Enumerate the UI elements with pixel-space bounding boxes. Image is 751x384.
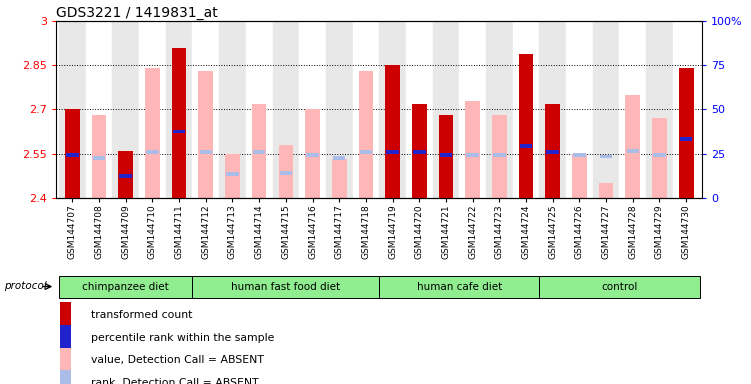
- Bar: [173, 130, 185, 133]
- Bar: [680, 137, 692, 141]
- Bar: [306, 153, 318, 157]
- Bar: [225, 154, 240, 198]
- Text: rank, Detection Call = ABSENT: rank, Detection Call = ABSENT: [91, 378, 258, 384]
- Bar: [439, 115, 454, 198]
- Bar: [466, 153, 479, 157]
- Bar: [59, 302, 71, 328]
- FancyBboxPatch shape: [192, 276, 379, 298]
- Bar: [385, 65, 400, 198]
- Bar: [413, 150, 426, 154]
- FancyBboxPatch shape: [539, 276, 699, 298]
- Bar: [492, 115, 507, 198]
- Bar: [333, 156, 345, 160]
- Bar: [545, 104, 560, 198]
- Bar: [86, 21, 113, 198]
- Bar: [352, 21, 379, 198]
- Bar: [305, 109, 320, 198]
- Bar: [145, 68, 160, 198]
- Bar: [146, 150, 158, 154]
- Bar: [539, 21, 566, 198]
- Bar: [466, 101, 480, 198]
- Bar: [593, 21, 620, 198]
- Text: protocol: protocol: [5, 281, 47, 291]
- Bar: [299, 21, 326, 198]
- FancyBboxPatch shape: [59, 276, 192, 298]
- Text: GDS3221 / 1419831_at: GDS3221 / 1419831_at: [56, 6, 218, 20]
- Bar: [279, 145, 293, 198]
- Bar: [66, 153, 79, 157]
- Bar: [279, 171, 292, 175]
- Bar: [600, 155, 612, 159]
- Bar: [119, 174, 132, 177]
- Bar: [92, 115, 107, 198]
- Bar: [572, 154, 587, 198]
- Text: value, Detection Call = ABSENT: value, Detection Call = ABSENT: [91, 355, 264, 365]
- Bar: [412, 104, 427, 198]
- Bar: [486, 21, 513, 198]
- Bar: [440, 153, 452, 157]
- Bar: [520, 144, 532, 148]
- Bar: [93, 156, 105, 160]
- Bar: [360, 150, 372, 154]
- Bar: [679, 68, 693, 198]
- Text: chimpanzee diet: chimpanzee diet: [83, 281, 169, 291]
- Bar: [379, 21, 406, 198]
- Bar: [166, 21, 192, 198]
- Bar: [519, 53, 533, 198]
- Bar: [192, 21, 219, 198]
- Bar: [252, 104, 267, 198]
- Bar: [219, 21, 246, 198]
- Bar: [406, 21, 433, 198]
- Bar: [653, 153, 665, 157]
- Bar: [626, 95, 640, 198]
- Bar: [566, 21, 593, 198]
- Bar: [65, 109, 80, 198]
- Bar: [620, 21, 646, 198]
- Bar: [673, 21, 699, 198]
- Bar: [332, 159, 346, 198]
- Bar: [59, 371, 71, 384]
- Text: human fast food diet: human fast food diet: [231, 281, 340, 291]
- Bar: [226, 172, 239, 176]
- Bar: [326, 21, 352, 198]
- Bar: [358, 71, 373, 198]
- Bar: [493, 153, 505, 157]
- Bar: [139, 21, 166, 198]
- Bar: [59, 325, 71, 350]
- Text: percentile rank within the sample: percentile rank within the sample: [91, 333, 274, 343]
- Text: control: control: [602, 281, 638, 291]
- Bar: [172, 48, 186, 198]
- Bar: [652, 118, 667, 198]
- Bar: [200, 150, 212, 154]
- Bar: [573, 153, 586, 157]
- Bar: [460, 21, 486, 198]
- Bar: [386, 150, 399, 154]
- Bar: [246, 21, 273, 198]
- Bar: [599, 183, 614, 198]
- Bar: [59, 21, 86, 198]
- FancyBboxPatch shape: [379, 276, 539, 298]
- Bar: [113, 21, 139, 198]
- Bar: [547, 150, 559, 154]
- Bar: [198, 71, 213, 198]
- Bar: [119, 151, 133, 198]
- Bar: [253, 150, 265, 154]
- Text: transformed count: transformed count: [91, 310, 192, 320]
- Bar: [513, 21, 539, 198]
- Bar: [433, 21, 460, 198]
- Bar: [626, 149, 639, 152]
- Bar: [273, 21, 299, 198]
- Bar: [646, 21, 673, 198]
- Bar: [59, 348, 71, 373]
- Text: human cafe diet: human cafe diet: [417, 281, 502, 291]
